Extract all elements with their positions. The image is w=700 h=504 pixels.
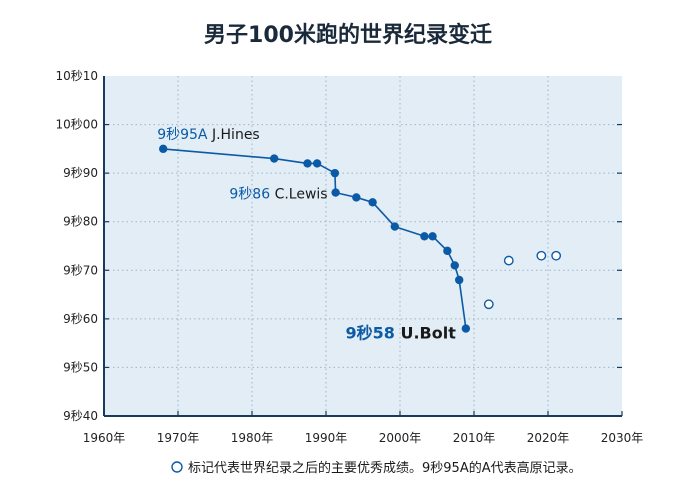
- record-point: [368, 198, 377, 207]
- x-tick-label: 2010年: [453, 431, 496, 445]
- data-layer: [159, 144, 562, 333]
- record-point: [159, 144, 168, 154]
- record-point: [270, 154, 279, 163]
- record-point: [461, 324, 471, 333]
- record-point: [390, 222, 400, 231]
- annotation-time: 9秒95A: [157, 127, 208, 143]
- y-tick-label: 10秒00: [55, 118, 98, 132]
- y-tick-label: 9秒50: [63, 360, 98, 374]
- record-point: [443, 246, 452, 256]
- annotation-time: 9秒86: [229, 187, 270, 203]
- x-tick-label: 2000年: [379, 431, 422, 445]
- record-point: [303, 159, 312, 168]
- x-tick-label: 1980年: [231, 431, 274, 445]
- record-point: [330, 168, 340, 178]
- annotation-time: 9秒58: [345, 324, 394, 343]
- record-point: [428, 232, 437, 241]
- result-point-hollow: [536, 250, 547, 261]
- x-tick-label: 1990年: [305, 431, 348, 445]
- x-tick-label: 2030年: [601, 431, 644, 445]
- record-annotation: 9秒86 C.Lewis: [229, 187, 327, 203]
- annotation-name: J.Hines: [208, 127, 260, 143]
- axes: 1960年 1970年 1980年 1990年 2000年 2010年 2020年 2030年…: [55, 69, 643, 445]
- annotation-name: C.Lewis: [270, 187, 327, 203]
- annotation-name: U.Bolt: [395, 324, 456, 343]
- x-tick-label: 1970年: [157, 431, 200, 445]
- y-tick-label: 9秒60: [63, 312, 98, 326]
- annotation-layer: 9秒95A J.Hines 9秒86 C.Lewis 9秒58 U.Bolt: [157, 127, 456, 343]
- record-point: [420, 232, 429, 241]
- footnote: 标记代表世界纪录之后的主要优秀成绩。9秒95A的A代表高原记录。: [188, 460, 582, 476]
- plot-background: [104, 76, 622, 416]
- y-tick-label: 9秒70: [63, 263, 98, 277]
- legend-hollow-marker-icon: [171, 461, 183, 473]
- y-tick-label: 9秒40: [63, 409, 98, 423]
- record-annotation: 9秒58 U.Bolt: [345, 324, 456, 343]
- result-point-hollow: [483, 299, 494, 310]
- y-tick-label: 9秒90: [63, 166, 98, 180]
- record-point: [312, 159, 322, 168]
- result-point-hollow: [503, 255, 514, 266]
- record-point: [331, 188, 340, 197]
- record-annotation: 9秒95A J.Hines: [157, 127, 260, 143]
- x-tick-label: 2020年: [527, 431, 570, 445]
- y-tick-label: 10秒10: [55, 69, 98, 83]
- legend: 标记代表世界纪录之后的主要优秀成绩。9秒95A的A代表高原记录。: [171, 460, 582, 476]
- result-point-hollow: [551, 250, 562, 261]
- x-tick-label: 1960年: [83, 431, 126, 445]
- plot-area: [104, 76, 622, 416]
- chart-title: 男子100米跑的世界纪录变迁: [204, 22, 492, 48]
- record-point: [352, 193, 361, 202]
- record-point: [455, 275, 464, 285]
- y-tick-label: 9秒80: [63, 215, 98, 229]
- record-point: [450, 261, 459, 270]
